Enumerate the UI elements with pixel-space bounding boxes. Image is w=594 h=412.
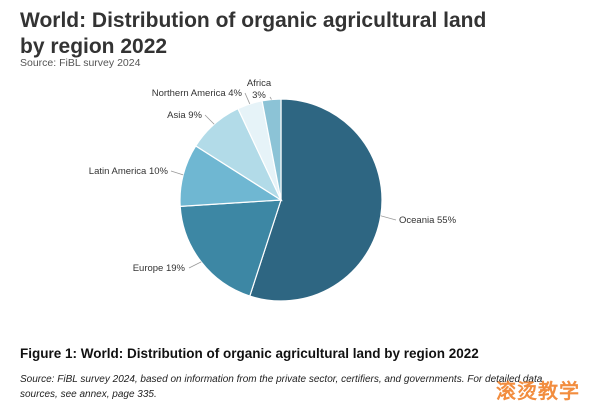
chart-source: Source: FiBL survey 2024	[20, 57, 141, 69]
leader-line-oceania	[380, 215, 397, 221]
slice-label-europe: Europe 19%	[133, 263, 186, 274]
leader-line-africa	[269, 96, 272, 100]
watermark-logo: 滚烫教学	[496, 379, 580, 403]
leader-line-europe	[188, 261, 202, 269]
leader-line-asia	[204, 114, 215, 125]
chart-title: World: Distribution of organic agricultu…	[20, 9, 487, 58]
slice-label-africa: Africa 3%	[247, 78, 272, 101]
pie-slice-europe	[179, 199, 282, 297]
figure-caption: Figure 1: World: Distribution of organic…	[20, 346, 479, 361]
leader-line-latin-america	[170, 170, 184, 176]
leader-line-northern-america	[244, 92, 251, 105]
slice-label-northern-america: Northern America 4%	[152, 88, 243, 99]
slice-label-asia: Asia 9%	[167, 110, 202, 121]
slice-label-latin-america: Latin America 10%	[89, 166, 169, 177]
slice-label-oceania: Oceania 55%	[399, 215, 457, 226]
figure-source-note: Source: FiBL survey 2024, based on infor…	[20, 374, 543, 400]
pie-chart: Oceania 55% Europe 19% Latin America 10% As…	[89, 78, 457, 302]
pie-slice-oceania	[249, 98, 383, 302]
